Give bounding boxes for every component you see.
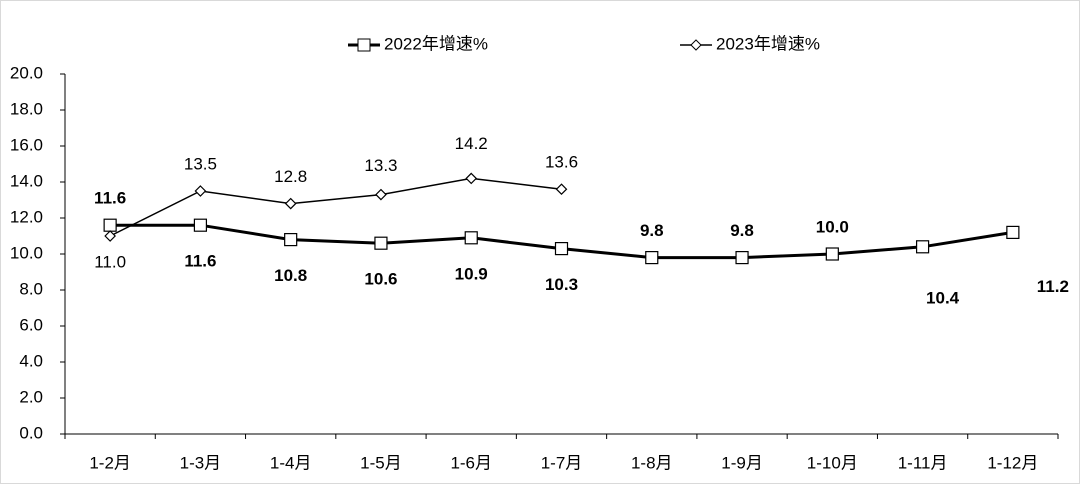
data-label: 10.0 <box>816 217 849 236</box>
marker <box>375 188 387 201</box>
series-line <box>109 177 562 237</box>
x-tick-label: 1-6月 <box>450 453 492 472</box>
marker <box>1006 225 1020 239</box>
data-label: 10.9 <box>455 264 488 283</box>
y-tick-label: 6.0 <box>19 315 43 334</box>
marker <box>645 251 659 265</box>
marker <box>374 236 388 250</box>
data-label: 11.6 <box>184 252 216 271</box>
x-tick-label: 1-7月 <box>541 453 583 472</box>
legend-marker <box>690 39 702 51</box>
x-tick-label: 1-10月 <box>807 453 858 472</box>
marker <box>554 242 569 256</box>
data-label: 13.6 <box>545 153 578 172</box>
data-label: 13.5 <box>184 154 217 173</box>
marker <box>915 240 930 254</box>
data-label: 12.8 <box>274 167 307 186</box>
x-tick-label: 1-3月 <box>180 453 222 472</box>
data-label: 11.6 <box>94 189 126 208</box>
x-tick-label: 1-5月 <box>360 453 402 472</box>
data-label: 10.4 <box>926 288 960 307</box>
data-label: 11.0 <box>94 252 126 271</box>
y-tick-label: 16.0 <box>10 135 43 154</box>
y-tick-label: 18.0 <box>10 99 43 118</box>
x-tick-label: 1-8月 <box>631 453 673 472</box>
marker <box>103 218 117 232</box>
x-tick-label: 1-12月 <box>987 453 1038 472</box>
y-tick-label: 20.0 <box>10 63 43 82</box>
x-tick-label: 1-2月 <box>89 453 131 472</box>
marker <box>194 185 207 197</box>
marker <box>825 247 839 261</box>
data-label: 10.8 <box>274 266 307 285</box>
y-tick-label: 2.0 <box>19 387 43 406</box>
y-tick-label: 14.0 <box>10 171 43 190</box>
y-tick-label: 10.0 <box>10 243 43 262</box>
marker <box>464 231 478 245</box>
marker <box>284 233 298 247</box>
data-label: 9.8 <box>640 221 664 240</box>
marker <box>284 197 297 210</box>
x-tick-label: 1-11月 <box>898 453 948 472</box>
data-label: 11.2 <box>1037 277 1069 296</box>
marker <box>555 183 568 196</box>
x-tick-label: 1-9月 <box>721 453 763 472</box>
marker <box>193 218 208 232</box>
y-tick-label: 4.0 <box>19 351 43 370</box>
legend-marker <box>357 38 371 52</box>
data-label: 10.6 <box>364 270 397 289</box>
legend-label: 2023年增速% <box>716 34 820 53</box>
marker <box>465 172 478 185</box>
y-tick-label: 0.0 <box>19 423 43 442</box>
legend-label: 2022年增速% <box>384 34 488 53</box>
x-tick-label: 1-4月 <box>270 453 312 472</box>
y-tick-label: 12.0 <box>10 207 43 226</box>
marker <box>104 230 116 242</box>
y-tick-label: 8.0 <box>19 279 43 298</box>
data-label: 13.3 <box>364 156 397 175</box>
data-label: 9.8 <box>730 221 754 240</box>
data-label: 14.2 <box>455 134 488 153</box>
marker <box>735 251 749 265</box>
data-label: 10.3 <box>545 275 578 294</box>
